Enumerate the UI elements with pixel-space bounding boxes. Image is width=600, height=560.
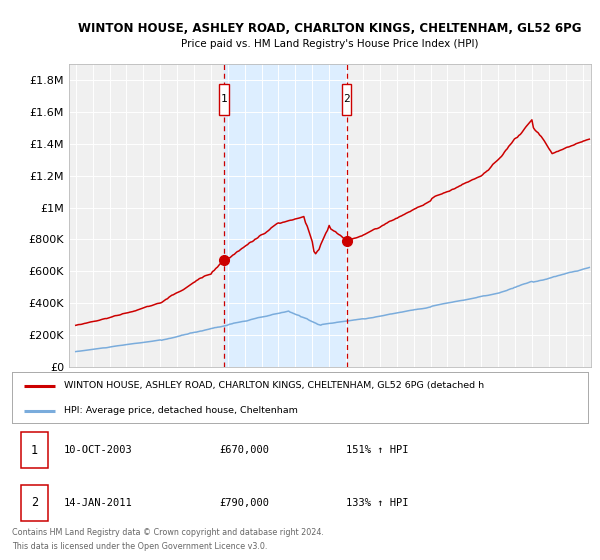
Text: 2: 2 xyxy=(343,95,350,104)
FancyBboxPatch shape xyxy=(342,85,352,115)
FancyBboxPatch shape xyxy=(20,484,48,521)
Text: 1: 1 xyxy=(221,95,227,104)
Text: HPI: Average price, detached house, Cheltenham: HPI: Average price, detached house, Chel… xyxy=(64,406,298,415)
Text: 10-OCT-2003: 10-OCT-2003 xyxy=(64,445,133,455)
Text: 14-JAN-2011: 14-JAN-2011 xyxy=(64,498,133,508)
Bar xyxy=(224,64,347,367)
Text: 1: 1 xyxy=(31,444,38,457)
Text: WINTON HOUSE, ASHLEY ROAD, CHARLTON KINGS, CHELTENHAM, GL52 6PG: WINTON HOUSE, ASHLEY ROAD, CHARLTON KING… xyxy=(78,22,582,35)
Text: WINTON HOUSE, ASHLEY ROAD, CHARLTON KINGS, CHELTENHAM, GL52 6PG (detached h: WINTON HOUSE, ASHLEY ROAD, CHARLTON KING… xyxy=(64,381,484,390)
Text: 151% ↑ HPI: 151% ↑ HPI xyxy=(346,445,409,455)
Text: 133% ↑ HPI: 133% ↑ HPI xyxy=(346,498,409,508)
Text: £790,000: £790,000 xyxy=(220,498,269,508)
Text: This data is licensed under the Open Government Licence v3.0.: This data is licensed under the Open Gov… xyxy=(12,542,268,550)
Text: Contains HM Land Registry data © Crown copyright and database right 2024.: Contains HM Land Registry data © Crown c… xyxy=(12,528,324,536)
Text: Price paid vs. HM Land Registry's House Price Index (HPI): Price paid vs. HM Land Registry's House … xyxy=(181,39,479,49)
Text: £670,000: £670,000 xyxy=(220,445,269,455)
FancyBboxPatch shape xyxy=(220,85,229,115)
FancyBboxPatch shape xyxy=(20,432,48,468)
Text: 2: 2 xyxy=(31,496,38,509)
